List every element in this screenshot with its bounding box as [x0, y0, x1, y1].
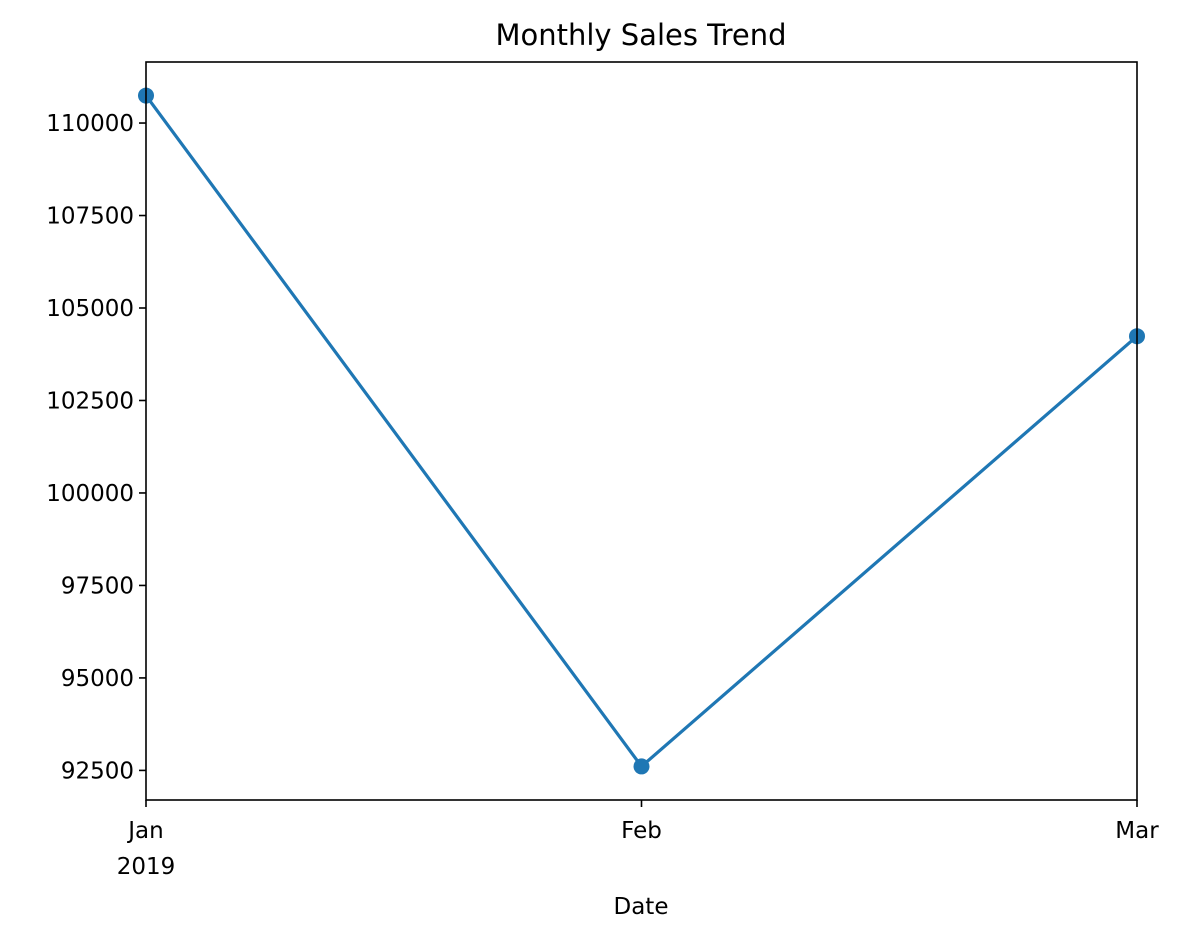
y-tick-label: 100000 [46, 481, 134, 507]
x-tick-label: Feb [621, 818, 662, 844]
y-tick-label: 107500 [46, 204, 134, 230]
y-axis: 92500 95000 97500 100000 102500 105000 107500 1… [46, 111, 146, 784]
chart-title: Monthly Sales Trend [495, 18, 786, 52]
x-tick-label: Mar [1115, 818, 1159, 844]
y-tick-label: 105000 [46, 296, 134, 322]
series-line [144, 94, 1139, 769]
x-axis-label: Date [614, 894, 669, 920]
y-tick-label: 97500 [61, 573, 134, 599]
plot-frame [145, 61, 1138, 801]
y-tick-label: 102500 [46, 388, 134, 414]
data-point [633, 758, 650, 775]
x-tick-year-label: 2019 [117, 854, 176, 880]
y-tick-label: 110000 [46, 111, 134, 137]
y-tick-label: 95000 [61, 666, 134, 692]
x-tick-label: Jan [126, 818, 163, 844]
x-axis: Jan Feb Mar 2019 [117, 800, 1159, 880]
y-tick-label: 92500 [61, 758, 134, 784]
series-group [138, 87, 1145, 775]
